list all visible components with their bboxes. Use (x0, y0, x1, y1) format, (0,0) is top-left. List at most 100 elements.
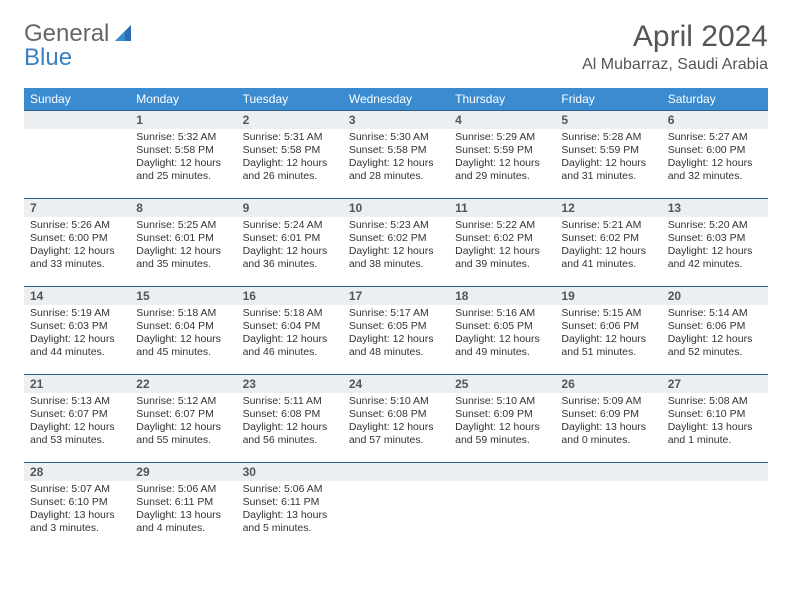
calendar-cell: 9Sunrise: 5:24 AMSunset: 6:01 PMDaylight… (237, 198, 343, 286)
calendar-cell: 18Sunrise: 5:16 AMSunset: 6:05 PMDayligh… (449, 286, 555, 374)
calendar-cell: 14Sunrise: 5:19 AMSunset: 6:03 PMDayligh… (24, 286, 130, 374)
calendar-cell: 15Sunrise: 5:18 AMSunset: 6:04 PMDayligh… (130, 286, 236, 374)
day-number: 12 (555, 198, 661, 217)
daylight-text: and 26 minutes. (243, 170, 337, 183)
day-number: 3 (343, 110, 449, 129)
calendar-cell: 29 Sunrise: 5:06 AMSunset: 6:11 PMDayligh… (130, 462, 236, 550)
day-number: 29 (130, 462, 236, 481)
sunrise-text: Sunrise: 5:22 AM (455, 219, 549, 232)
day-number: 9 (237, 198, 343, 217)
location-label: Al Mubarraz, Saudi Arabia (582, 56, 768, 74)
daylight-text: Daylight: 13 hours (136, 509, 230, 522)
calendar-cell: 7Sunrise: 5:26 AMSunset: 6:00 PMDaylight… (24, 198, 130, 286)
day-number: 16 (237, 286, 343, 305)
sunset-text: Sunset: 6:10 PM (668, 408, 762, 421)
day-number: 6 (662, 110, 768, 129)
day-number: 17 (343, 286, 449, 305)
calendar-cell: 20Sunrise: 5:14 AMSunset: 6:06 PMDayligh… (662, 286, 768, 374)
daylight-text: and 0 minutes. (561, 434, 655, 447)
sunrise-text: Sunrise: 5:29 AM (455, 131, 549, 144)
sunset-text: Sunset: 6:11 PM (136, 496, 230, 509)
sunrise-text: Sunrise: 5:11 AM (243, 395, 337, 408)
daylight-text: Daylight: 12 hours (243, 157, 337, 170)
calendar-cell: 25Sunrise: 5:10 AMSunset: 6:09 PMDayligh… (449, 374, 555, 462)
daylight-text: Daylight: 12 hours (561, 333, 655, 346)
calendar-cell (343, 462, 449, 550)
day-number: 8 (130, 198, 236, 217)
calendar-body: 1Sunrise: 5:32 AMSunset: 5:58 PMDaylight… (24, 110, 768, 550)
calendar-cell: 6Sunrise: 5:27 AMSunset: 6:00 PMDaylight… (662, 110, 768, 198)
day-number: 13 (662, 198, 768, 217)
daylight-text: and 42 minutes. (668, 258, 762, 271)
daylight-text: Daylight: 12 hours (136, 333, 230, 346)
calendar-head: SundayMondayTuesdayWednesdayThursdayFrid… (24, 88, 768, 110)
sunrise-text: Sunrise: 5:31 AM (243, 131, 337, 144)
day-number: 2 (237, 110, 343, 129)
sunrise-text: Sunrise: 5:27 AM (668, 131, 762, 144)
day-number: 15 (130, 286, 236, 305)
sunset-text: Sunset: 6:08 PM (349, 408, 443, 421)
sunset-text: Sunset: 6:09 PM (455, 408, 549, 421)
daylight-text: and 59 minutes. (455, 434, 549, 447)
calendar-cell: 12Sunrise: 5:21 AMSunset: 6:02 PMDayligh… (555, 198, 661, 286)
calendar-cell: 10Sunrise: 5:23 AMSunset: 6:02 PMDayligh… (343, 198, 449, 286)
daylight-text: and 31 minutes. (561, 170, 655, 183)
sunset-text: Sunset: 6:02 PM (455, 232, 549, 245)
daylight-text: and 1 minute. (668, 434, 762, 447)
sunset-text: Sunset: 6:00 PM (30, 232, 124, 245)
sunrise-text: Sunrise: 5:26 AM (30, 219, 124, 232)
sunrise-text: Sunrise: 5:20 AM (668, 219, 762, 232)
day-number: 1 (130, 110, 236, 129)
day-details: Sunrise: 5:25 AMSunset: 6:01 PMDaylight:… (130, 217, 236, 275)
daylight-text: and 57 minutes. (349, 434, 443, 447)
day-number: 4 (449, 110, 555, 129)
sunrise-text: Sunrise: 5:25 AM (136, 219, 230, 232)
day-number: 7 (24, 198, 130, 217)
sunrise-text: Sunrise: 5:10 AM (349, 395, 443, 408)
day-details: Sunrise: 5:28 AMSunset: 5:59 PMDaylight:… (555, 129, 661, 187)
day-details: Sunrise: 5:29 AMSunset: 5:59 PMDaylight:… (449, 129, 555, 187)
sunrise-text: Sunrise: 5:14 AM (668, 307, 762, 320)
sunset-text: Sunset: 6:07 PM (30, 408, 124, 421)
day-details: Sunrise: 5:26 AMSunset: 6:00 PMDaylight:… (24, 217, 130, 275)
calendar-cell (449, 462, 555, 550)
sunset-text: Sunset: 6:06 PM (668, 320, 762, 333)
day-details: Sunrise: 5:18 AMSunset: 6:04 PMDaylight:… (237, 305, 343, 363)
daylight-text: Daylight: 12 hours (668, 333, 762, 346)
day-details: Sunrise: 5:31 AMSunset: 5:58 PMDaylight:… (237, 129, 343, 187)
sunset-text: Sunset: 6:01 PM (136, 232, 230, 245)
sunset-text: Sunset: 6:11 PM (243, 496, 337, 509)
day-number: 19 (555, 286, 661, 305)
sunrise-text: Sunrise: 5:06 AM (136, 483, 230, 496)
daylight-text: Daylight: 12 hours (349, 421, 443, 434)
day-details: Sunrise: 5:12 AMSunset: 6:07 PMDaylight:… (130, 393, 236, 451)
daylight-text: and 44 minutes. (30, 346, 124, 359)
daylight-text: Daylight: 12 hours (349, 157, 443, 170)
sunrise-text: Sunrise: 5:24 AM (243, 219, 337, 232)
daylight-text: and 3 minutes. (30, 522, 124, 535)
calendar-cell: 27Sunrise: 5:08 AMSunset: 6:10 PMDayligh… (662, 374, 768, 462)
day-details: Sunrise: 5:27 AMSunset: 6:00 PMDaylight:… (662, 129, 768, 187)
day-number: 18 (449, 286, 555, 305)
sunset-text: Sunset: 6:02 PM (561, 232, 655, 245)
daylight-text: and 4 minutes. (136, 522, 230, 535)
day-details: Sunrise: 5:10 AMSunset: 6:08 PMDaylight:… (343, 393, 449, 451)
daylight-text: and 39 minutes. (455, 258, 549, 271)
sunset-text: Sunset: 5:59 PM (561, 144, 655, 157)
day-number (343, 462, 449, 481)
sunset-text: Sunset: 6:02 PM (349, 232, 443, 245)
sunrise-text: Sunrise: 5:21 AM (561, 219, 655, 232)
sunset-text: Sunset: 6:05 PM (349, 320, 443, 333)
sunrise-text: Sunrise: 5:16 AM (455, 307, 549, 320)
calendar-cell: 23Sunrise: 5:11 AMSunset: 6:08 PMDayligh… (237, 374, 343, 462)
daylight-text: Daylight: 12 hours (243, 333, 337, 346)
daylight-text: Daylight: 13 hours (243, 509, 337, 522)
daylight-text: and 49 minutes. (455, 346, 549, 359)
day-details: Sunrise: 5:20 AMSunset: 6:03 PMDaylight:… (662, 217, 768, 275)
daylight-text: Daylight: 12 hours (455, 245, 549, 258)
sunrise-text: Sunrise: 5:18 AM (243, 307, 337, 320)
day-number: 24 (343, 374, 449, 393)
sunset-text: Sunset: 6:06 PM (561, 320, 655, 333)
sunrise-text: Sunrise: 5:30 AM (349, 131, 443, 144)
calendar-cell: 30Sunrise: 5:06 AMSunset: 6:11 PMDayligh… (237, 462, 343, 550)
